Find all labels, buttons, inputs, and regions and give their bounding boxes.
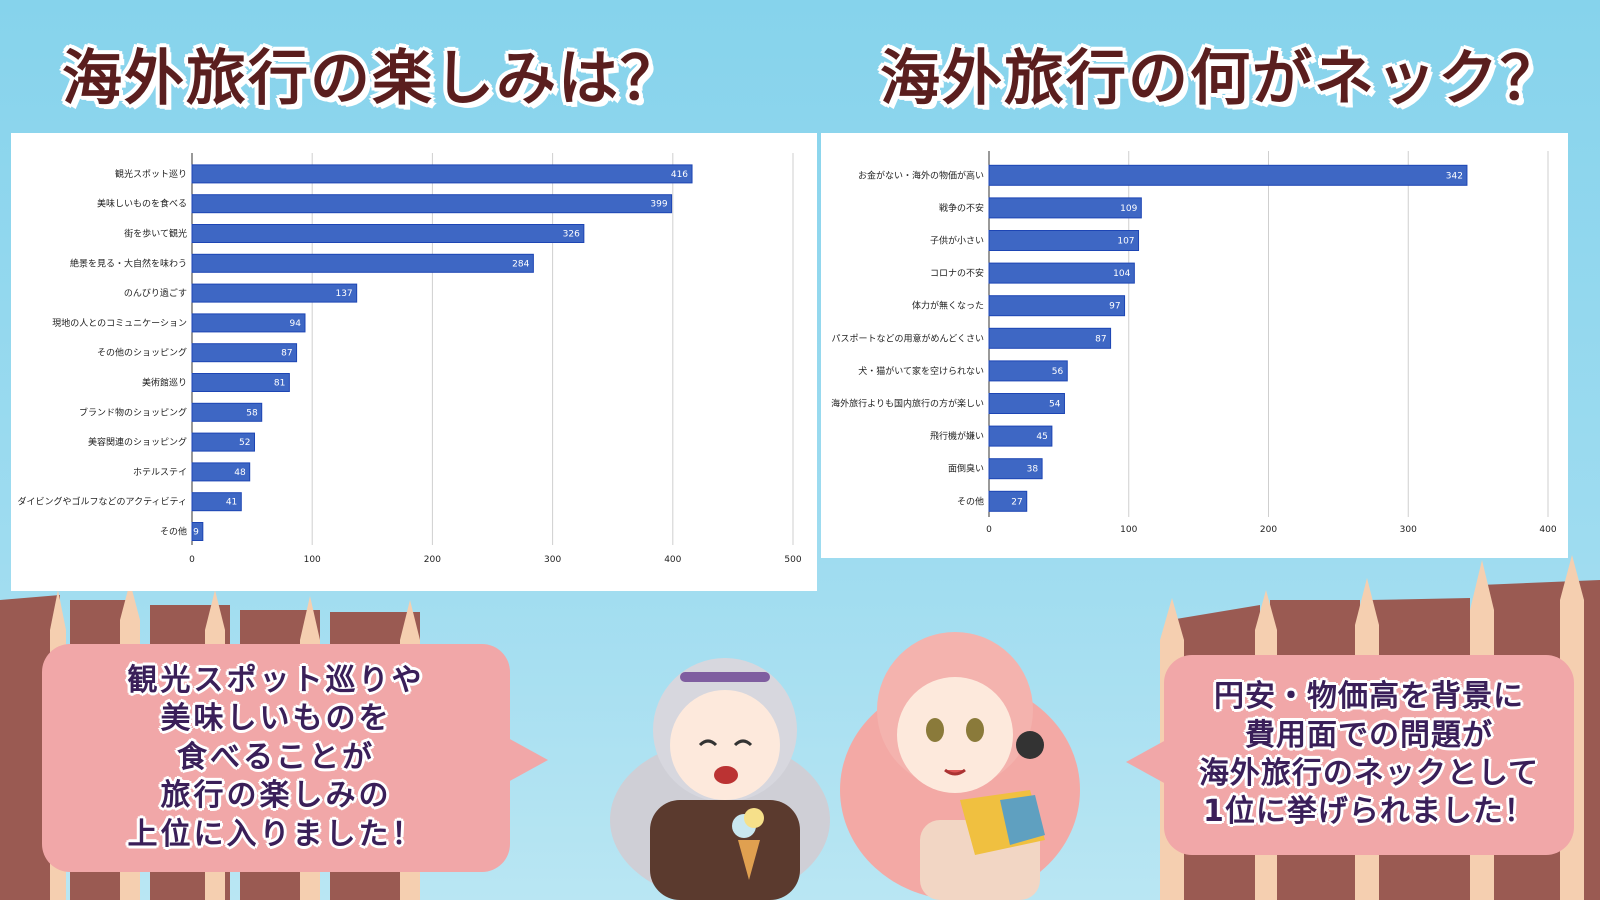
bar bbox=[988, 360, 1068, 382]
category-label: 面倒臭い bbox=[948, 463, 984, 475]
category-label: その他 bbox=[957, 495, 984, 507]
bar-value-label: 87 bbox=[281, 349, 292, 359]
x-tick-label: 200 bbox=[424, 555, 441, 565]
bar-value-label: 342 bbox=[1446, 171, 1463, 181]
x-tick-label: 100 bbox=[1120, 525, 1137, 535]
bar bbox=[191, 492, 242, 512]
bar-chart-enjoyment: 0 100 200 300 400 500 416 観光スポット巡り 399 美味しいものを食べる… bbox=[18, 153, 802, 565]
x-tick-label: 500 bbox=[784, 555, 801, 565]
character-right-illustration bbox=[840, 632, 1080, 900]
bar-value-label: 56 bbox=[1052, 367, 1064, 377]
bar-chart-obstacles: 0 100 200 300 400 342 お金がない・海外の物価が高い 109 戦争の不安 10… bbox=[831, 151, 1557, 535]
category-label: 犬・猫がいて家を空けられない bbox=[858, 365, 984, 377]
category-label: コロナの不安 bbox=[930, 267, 984, 279]
bar bbox=[988, 458, 1043, 480]
bar bbox=[191, 373, 290, 392]
chart-panel-obstacles: 0 100 200 300 400 342 お金がない・海外の物価が高い 109 戦争の不安 10… bbox=[821, 133, 1568, 558]
bar bbox=[191, 462, 251, 482]
category-label: お金がない・海外の物価が高い bbox=[858, 169, 984, 181]
bar-value-label: 52 bbox=[239, 438, 250, 448]
x-tick-label: 300 bbox=[1400, 525, 1417, 535]
bar bbox=[988, 425, 1053, 447]
bar bbox=[988, 197, 1142, 219]
category-label: その他 bbox=[160, 526, 187, 538]
chart-panel-enjoyment: 0 100 200 300 400 500 416 観光スポット巡り 399 美味しいものを食べる… bbox=[11, 133, 817, 591]
bar-value-label: 94 bbox=[290, 319, 302, 329]
category-label: その他のショッピング bbox=[97, 347, 187, 359]
category-label: 観光スポット巡り bbox=[115, 168, 187, 180]
bar-value-label: 107 bbox=[1117, 237, 1134, 247]
category-label: 現地の人とのコミュニケーション bbox=[52, 317, 187, 329]
bar bbox=[988, 393, 1065, 414]
bar bbox=[191, 224, 585, 243]
chart-title-obstacles: 海外旅行の何がネック？ bbox=[880, 44, 1562, 114]
category-label: パスポートなどの用意がめんどくさい bbox=[832, 332, 984, 344]
chart-title-enjoyment: 海外旅行の楽しみは？ bbox=[62, 44, 682, 114]
x-tick-label: 400 bbox=[1539, 525, 1556, 535]
bar bbox=[191, 283, 358, 303]
bar-value-label: 416 bbox=[671, 170, 688, 180]
x-tick-label: 0 bbox=[986, 525, 992, 535]
bar-value-label: 284 bbox=[512, 259, 529, 269]
bar bbox=[988, 327, 1112, 349]
bar-value-label: 45 bbox=[1036, 432, 1047, 442]
category-label: ホテルステイ bbox=[133, 467, 187, 478]
category-label: 子供が小さい bbox=[930, 235, 984, 247]
x-tick-label: 300 bbox=[544, 555, 561, 565]
bar bbox=[191, 313, 306, 333]
bar-value-label: 41 bbox=[226, 498, 237, 508]
bar-value-label: 326 bbox=[563, 230, 580, 240]
bar-value-label: 38 bbox=[1027, 465, 1039, 475]
bar-value-label: 109 bbox=[1120, 204, 1137, 214]
category-label: のんびり過ごす bbox=[124, 287, 187, 299]
bar bbox=[988, 262, 1135, 284]
bar bbox=[191, 522, 204, 541]
bar bbox=[191, 194, 673, 214]
bar-value-label: 104 bbox=[1113, 269, 1130, 279]
bar-value-label: 399 bbox=[650, 200, 667, 210]
bar bbox=[988, 164, 1468, 186]
x-tick-label: 400 bbox=[664, 555, 681, 565]
speech-bubble-left: 観光スポット巡りや 美味しいものを 食べることが 旅行の楽しみの 上位に入りまし… bbox=[42, 644, 510, 872]
bar-value-label: 87 bbox=[1095, 334, 1106, 344]
x-tick-label: 0 bbox=[189, 555, 195, 565]
bar bbox=[191, 343, 298, 363]
bar-value-label: 54 bbox=[1049, 400, 1061, 410]
bar-value-label: 58 bbox=[246, 408, 258, 418]
bar bbox=[191, 253, 534, 273]
category-label: 美術館巡り bbox=[142, 377, 187, 389]
bar bbox=[988, 230, 1140, 251]
bar-value-label: 27 bbox=[1011, 497, 1022, 507]
bar-value-label: 9 bbox=[193, 528, 199, 538]
bar bbox=[988, 295, 1126, 317]
category-label: ブランド物のショッピング bbox=[79, 406, 187, 418]
category-label: 美容関連のショッピング bbox=[88, 436, 187, 448]
bar bbox=[191, 402, 263, 422]
bar-value-label: 81 bbox=[274, 379, 285, 389]
speech-bubble-right: 円安・物価高を背景に 費用面での問題が 海外旅行のネックとして 1位に挙げられま… bbox=[1164, 655, 1574, 855]
category-label: 体力が無くなった bbox=[912, 300, 984, 312]
category-label: 飛行機が嫌い bbox=[930, 430, 984, 442]
speech-bubble-tail-right bbox=[1126, 740, 1166, 784]
category-label: 戦争の不安 bbox=[939, 202, 984, 214]
bar bbox=[988, 490, 1028, 512]
category-label: 絶景を見る・大自然を味わう bbox=[70, 257, 187, 269]
bar-value-label: 48 bbox=[234, 468, 246, 478]
bar bbox=[191, 432, 256, 452]
x-tick-label: 200 bbox=[1260, 525, 1277, 535]
x-tick-label: 100 bbox=[304, 555, 321, 565]
bar-value-label: 137 bbox=[335, 289, 352, 299]
category-label: ダイビングやゴルフなどのアクティビティ bbox=[18, 496, 187, 508]
speech-bubble-tail-left bbox=[508, 738, 548, 782]
category-label: 街を歩いて観光 bbox=[124, 228, 187, 240]
bar-value-label: 97 bbox=[1109, 302, 1120, 312]
category-label: 海外旅行よりも国内旅行の方が楽しい bbox=[831, 398, 984, 410]
bar bbox=[191, 164, 693, 184]
character-left-illustration bbox=[610, 658, 830, 900]
category-label: 美味しいものを食べる bbox=[97, 198, 187, 210]
